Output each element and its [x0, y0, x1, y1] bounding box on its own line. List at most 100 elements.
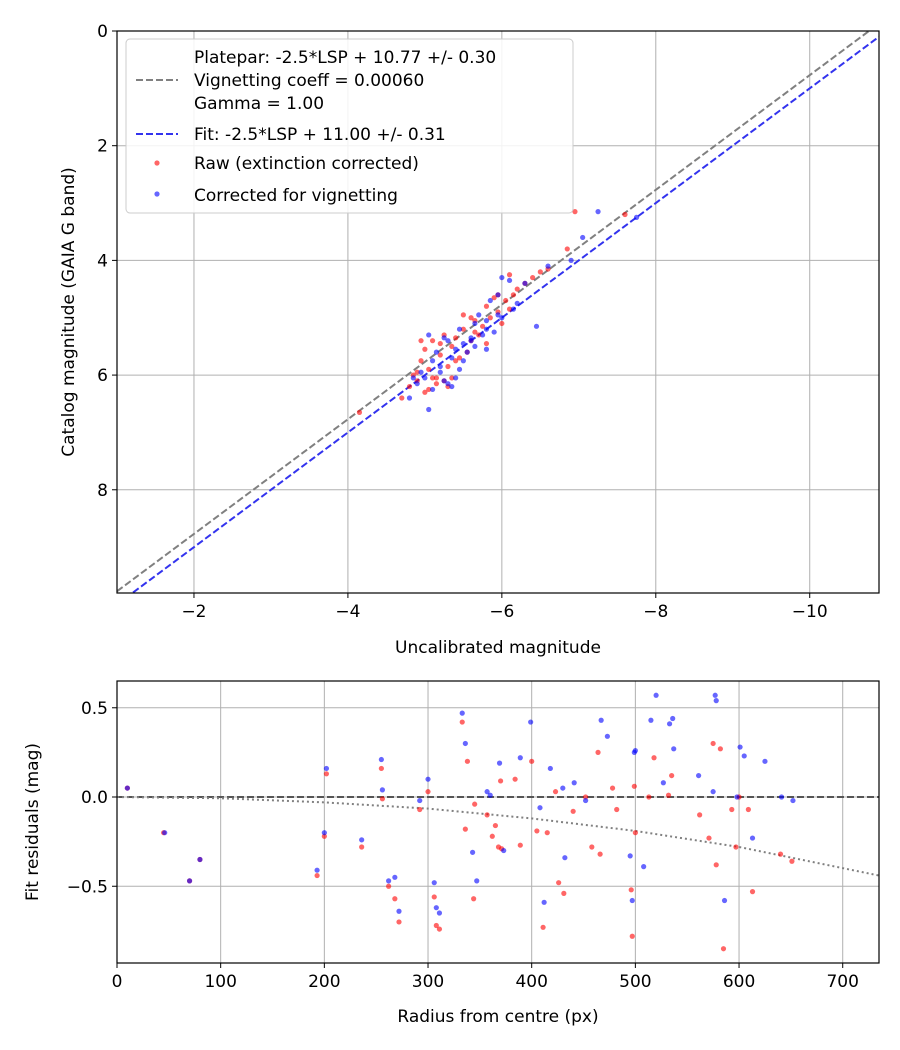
- residuals-points: [124, 692, 796, 952]
- residuals-plot-frame: [116, 680, 880, 964]
- residuals-x-tick-label: 300: [412, 972, 444, 992]
- calibration-corrected-for-vignetting-point: [506, 277, 513, 284]
- calibration-raw-extinction-corrected-point: [418, 338, 424, 344]
- calibration-raw-extinction-corrected-point: [456, 355, 463, 361]
- calibration-corrected-for-vignetting-point: [445, 338, 451, 344]
- residuals-corrected-point: [528, 719, 534, 725]
- calibration-corrected-for-vignetting-point: [499, 315, 505, 321]
- residuals-raw-point: [710, 740, 716, 747]
- calibration-corrected-for-vignetting-point: [491, 329, 497, 335]
- residuals-raw-point: [665, 792, 672, 798]
- calibration-corrected-for-vignetting-point: [633, 214, 640, 220]
- calibration-plot-frame: [116, 30, 880, 594]
- residuals-x-tick-label: 700: [826, 972, 858, 992]
- residuals-raw-point: [669, 772, 675, 779]
- residuals-raw-point: [749, 889, 756, 895]
- calibration-corrected-for-vignetting-point: [418, 369, 424, 375]
- residuals-raw-point: [386, 883, 392, 889]
- calibration-raw-extinction-corrected-point: [506, 272, 513, 278]
- residuals-corrected-point: [433, 905, 439, 911]
- residuals-corrected-point: [598, 717, 604, 723]
- residuals-corrected-point: [487, 792, 493, 798]
- legend-corrected-marker: [154, 191, 160, 197]
- residuals-corrected-point: [186, 878, 193, 884]
- residuals-corrected-point: [517, 755, 523, 761]
- calibration-raw-extinction-corrected-point: [429, 338, 436, 344]
- calibration-raw-extinction-corrected-point: [453, 358, 459, 364]
- calibration-raw-extinction-corrected-point: [426, 386, 432, 393]
- residuals-raw-point: [629, 933, 635, 939]
- residuals-corrected-point: [790, 797, 796, 804]
- calibration-raw-extinction-corrected-point: [426, 366, 432, 372]
- residuals-raw-point: [379, 796, 386, 802]
- calibration-raw-extinction-corrected-point: [476, 332, 482, 338]
- residuals-raw-point: [489, 833, 495, 839]
- residuals-raw-point: [512, 776, 518, 782]
- calibration-corrected-for-vignetting-point: [495, 292, 501, 298]
- calibration-platepar-line: [117, 31, 871, 593]
- calibration-corrected-for-vignetting-point: [441, 335, 447, 341]
- calibration-points: [356, 209, 640, 415]
- calibration-raw-extinction-corrected-point: [437, 340, 443, 347]
- residuals-corrected-point: [734, 794, 740, 800]
- calibration-raw-extinction-corrected-point: [510, 292, 516, 298]
- residuals-raw-point: [706, 835, 712, 841]
- residuals-corrected-point: [474, 878, 480, 884]
- calibration-corrected-for-vignetting-point: [437, 363, 443, 370]
- calibration-raw-extinction-corrected-point: [491, 295, 497, 301]
- calibration-corrected-for-vignetting-point: [545, 263, 551, 269]
- residuals-raw-point: [609, 785, 616, 791]
- residuals-x-tick-label: 0: [112, 972, 123, 992]
- calibration-corrected-for-vignetting-point: [429, 358, 436, 364]
- calibration-raw-extinction-corrected-point: [406, 383, 413, 390]
- residuals-corrected-point: [778, 794, 785, 800]
- calibration-x-tick-label: −8: [643, 602, 668, 622]
- residuals-corrected-point: [762, 758, 768, 764]
- calibration-raw-extinction-corrected-point: [460, 312, 466, 318]
- residuals-raw-point: [733, 844, 739, 850]
- calibration-raw-extinction-corrected-point: [499, 320, 505, 327]
- residuals-raw-point: [472, 801, 478, 807]
- residuals-corrected-point: [496, 760, 503, 766]
- residuals-corrected-point: [583, 797, 589, 804]
- residuals-raw-point: [646, 794, 652, 800]
- calibration-corrected-for-vignetting-point: [410, 375, 416, 381]
- residuals-corrected-point: [470, 849, 476, 855]
- residuals-raw-point: [417, 806, 423, 813]
- residuals-x-tick-label: 200: [308, 972, 340, 992]
- residuals-corrected-point: [541, 899, 547, 905]
- residuals-raw-point: [529, 758, 535, 764]
- residuals-raw-point: [314, 872, 320, 879]
- residuals-corrected-point: [571, 780, 577, 786]
- residuals-corrected-point: [425, 776, 431, 782]
- residuals-raw-point: [717, 746, 723, 752]
- residuals-corrected-point: [436, 910, 443, 916]
- residuals-corrected-point: [562, 855, 568, 861]
- residuals-raw-point: [436, 926, 443, 932]
- residuals-corrected-point: [197, 856, 203, 863]
- calibration-raw-extinction-corrected-point: [480, 323, 486, 329]
- residuals-raw-point: [544, 830, 550, 836]
- calibration-raw-extinction-corrected-point: [422, 389, 428, 395]
- calibration-raw-extinction-corrected-point: [449, 343, 455, 350]
- residuals-corrected-point: [379, 787, 386, 793]
- residuals-raw-point: [359, 844, 365, 850]
- residuals-vignetting-model-line: [117, 796, 879, 877]
- calibration-corrected-for-vignetting-point: [468, 338, 474, 344]
- calibration-x-label: Uncalibrated magnitude: [395, 638, 601, 658]
- residuals-raw-point: [720, 946, 727, 952]
- calibration-raw-extinction-corrected-point: [506, 306, 513, 312]
- legend-platepar-line1: Platepar: -2.5*LSP + 10.77 +/- 0.30: [194, 48, 496, 68]
- residuals-x-tick-label: 500: [619, 972, 651, 992]
- residuals-corrected-point: [604, 733, 610, 739]
- calibration-raw-extinction-corrected-point: [449, 375, 455, 381]
- residuals-corrected-point: [648, 717, 654, 723]
- calibration-corrected-for-vignetting-point: [456, 366, 463, 372]
- calibration-raw-extinction-corrected-point: [433, 381, 440, 387]
- calibration-raw-extinction-corrected-point: [564, 246, 570, 252]
- residuals-corrected-point: [462, 740, 468, 747]
- calibration-y-tick-label: 0: [97, 22, 108, 42]
- calibration-y-tick-label: 8: [97, 481, 108, 501]
- residuals-raw-point: [651, 755, 657, 761]
- residuals-raw-point: [697, 812, 703, 818]
